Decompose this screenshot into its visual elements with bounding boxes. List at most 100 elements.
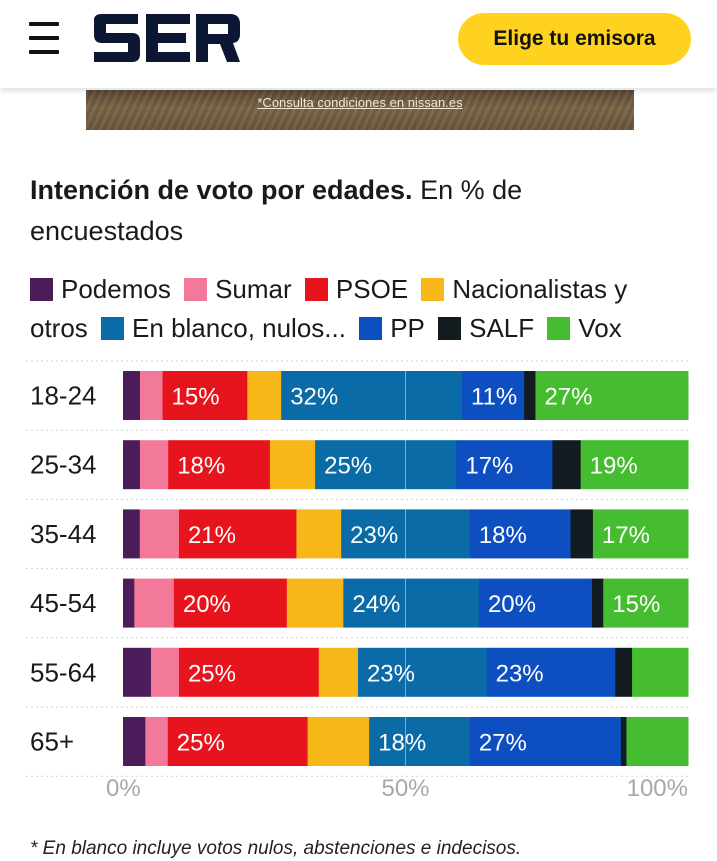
bar-segment bbox=[123, 717, 146, 766]
footnote: * En blanco incluye votos nulos, abstenc… bbox=[30, 838, 522, 859]
bar-segment bbox=[620, 717, 627, 766]
category-label: 35-44 bbox=[30, 519, 97, 549]
data-label: 15% bbox=[172, 384, 220, 411]
legend-swatch bbox=[359, 317, 383, 340]
bar-segment bbox=[524, 371, 536, 420]
bar-segment bbox=[296, 509, 342, 559]
bar-segment bbox=[162, 371, 248, 420]
bar-segment bbox=[469, 509, 572, 559]
data-label: 27% bbox=[479, 730, 527, 757]
legend-label: PSOE bbox=[335, 274, 409, 304]
data-label: 25% bbox=[188, 660, 236, 687]
bar-segment bbox=[123, 371, 141, 420]
x-tick-label: 0% bbox=[106, 775, 141, 802]
ad-conditions-link[interactable]: *Consulta condiciones en nissan.es bbox=[257, 95, 463, 110]
bar-segment bbox=[145, 717, 169, 766]
data-label: 11% bbox=[471, 384, 517, 411]
bar-segment bbox=[632, 647, 689, 697]
bar-segment bbox=[123, 509, 141, 559]
data-label: 17% bbox=[465, 453, 513, 480]
bar-segment bbox=[139, 509, 180, 559]
bar-segment bbox=[626, 717, 689, 766]
bar-segment bbox=[343, 578, 480, 628]
category-label: 65+ bbox=[30, 727, 74, 757]
data-label: 18% bbox=[378, 730, 426, 757]
ad-banner[interactable]: *Consulta condiciones en nissan.es bbox=[86, 90, 634, 130]
legend-swatch bbox=[30, 278, 53, 301]
bar-segment bbox=[591, 578, 604, 628]
legend-label: Podemos bbox=[61, 274, 171, 304]
x-tick-label: 50% bbox=[381, 775, 429, 802]
bar-segment bbox=[281, 371, 463, 420]
legend-item: PSOE bbox=[304, 274, 414, 304]
bar-segment bbox=[456, 440, 553, 490]
bar-segment bbox=[592, 509, 689, 559]
bar-segment bbox=[168, 440, 271, 490]
bar-segment bbox=[369, 717, 471, 766]
data-label: 17% bbox=[602, 522, 650, 549]
bar-segment bbox=[139, 440, 169, 490]
bar-segment bbox=[139, 371, 164, 420]
bar-segment bbox=[123, 578, 135, 628]
legend-label: Sumar bbox=[215, 274, 292, 304]
legend-swatch bbox=[184, 278, 208, 301]
bar-segment bbox=[357, 647, 488, 697]
legend-label: Nacionalistas y otros bbox=[30, 274, 628, 343]
data-label: 19% bbox=[590, 453, 638, 480]
legend-label: SALF bbox=[469, 313, 535, 343]
chart-subtitle: En % de encuestados bbox=[30, 175, 523, 246]
category-label: 18-24 bbox=[30, 381, 97, 411]
legend-label: Vox bbox=[578, 313, 622, 343]
bar-segment bbox=[123, 647, 152, 697]
legend-item: Vox bbox=[547, 313, 627, 343]
data-label: 23% bbox=[496, 660, 544, 687]
chart-title: Intención de voto por edades. En % de en… bbox=[30, 170, 670, 252]
legend-label: PP bbox=[390, 313, 425, 343]
category-label: 25-34 bbox=[30, 450, 97, 480]
bar-segment bbox=[486, 647, 616, 697]
bar-segment bbox=[570, 509, 594, 559]
data-label: 32% bbox=[290, 384, 338, 411]
bar-segment bbox=[123, 440, 141, 490]
bar-segment bbox=[535, 371, 689, 420]
chart-title-main: Intención de voto por edades. bbox=[30, 175, 413, 205]
category-label: 55-64 bbox=[30, 657, 97, 687]
bar-segment bbox=[318, 647, 359, 697]
legend-item: SALF bbox=[438, 313, 540, 343]
data-label: 25% bbox=[177, 730, 225, 757]
chart-legend: Podemos Sumar PSOE Nacionalistas y otros… bbox=[30, 270, 690, 348]
legend-label: En blanco, nulos... bbox=[132, 313, 346, 343]
legend-swatch bbox=[304, 278, 328, 301]
site-header: Elige tu emisora bbox=[0, 0, 717, 88]
bar-segment bbox=[167, 717, 309, 766]
choose-station-button[interactable]: Elige tu emisora bbox=[458, 13, 691, 65]
stacked-bar-chart: 18-24 15% 32% 11% 27% 25-34 18% 25% 17% 19% 35-44 2… bbox=[26, 360, 689, 802]
legend-swatch bbox=[547, 317, 571, 340]
bar-segment bbox=[315, 440, 457, 490]
legend-item: Nacionalistas y otros bbox=[30, 274, 627, 343]
data-label: 18% bbox=[177, 453, 225, 480]
bar-segment bbox=[178, 509, 297, 559]
bar-segment bbox=[478, 578, 593, 628]
bar-segment bbox=[178, 647, 320, 697]
bar-segment bbox=[580, 440, 689, 490]
ser-logo[interactable] bbox=[92, 12, 242, 64]
bar-segment bbox=[552, 440, 582, 490]
legend-item: Sumar bbox=[184, 274, 298, 304]
bar-segment bbox=[286, 578, 344, 628]
bar-segment bbox=[307, 717, 370, 766]
data-label: 15% bbox=[612, 591, 660, 618]
data-label: 21% bbox=[188, 522, 236, 549]
data-label: 20% bbox=[183, 591, 231, 618]
bar-segment bbox=[269, 440, 316, 490]
legend-item: Podemos bbox=[30, 274, 177, 304]
bar-segment bbox=[469, 717, 622, 766]
bar-segment bbox=[134, 578, 175, 628]
bar-segment bbox=[603, 578, 689, 628]
data-label: 27% bbox=[544, 384, 592, 411]
bar-segment bbox=[150, 647, 180, 697]
bar-segment bbox=[462, 371, 525, 420]
category-label: 45-54 bbox=[30, 588, 97, 618]
legend-swatch bbox=[101, 317, 125, 340]
hamburger-menu-icon[interactable] bbox=[29, 22, 61, 56]
